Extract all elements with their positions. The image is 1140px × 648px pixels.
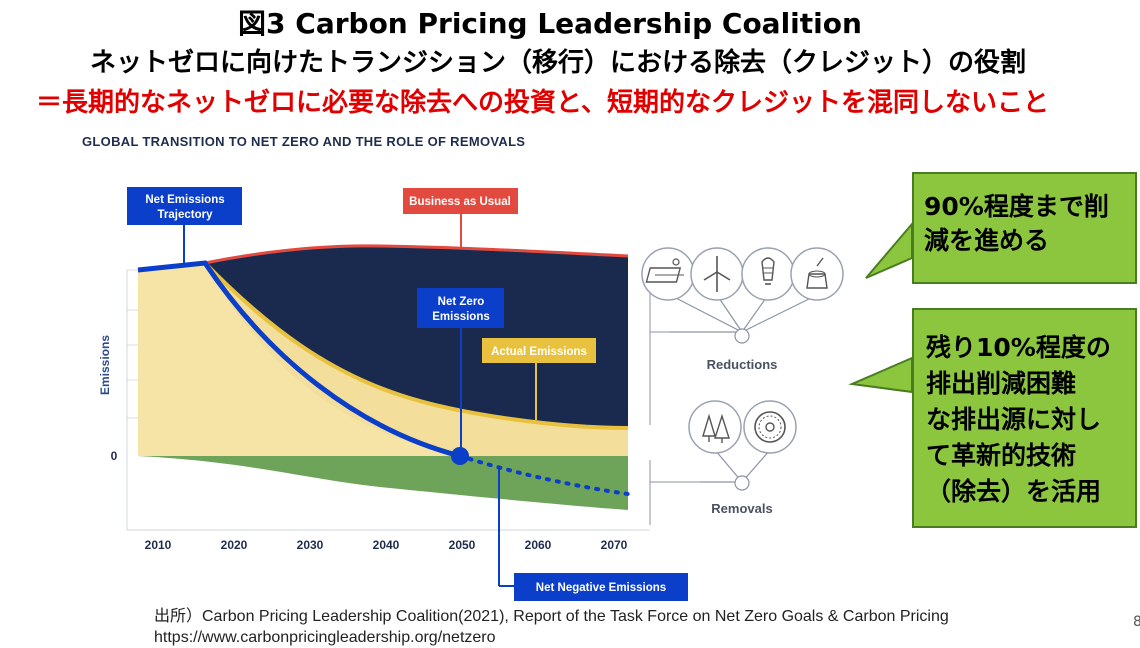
net-negative-emissions-label: Net Negative Emissions: [514, 573, 688, 601]
reductions-label: Reductions: [707, 357, 778, 372]
zero-tick-label: 0: [111, 449, 118, 463]
x-tick-2030: 2030: [297, 538, 324, 552]
removals-label: Removals: [711, 501, 772, 516]
removals-callout-line-3: な排出源に対し: [926, 402, 1127, 438]
label-trajectory-2: Trajectory: [158, 209, 214, 221]
business-as-usual-label: Business as Usual: [403, 188, 518, 214]
removals-callout-line-1: 残り10%程度の: [926, 330, 1127, 366]
x-tick-labels: 2010 2020 2030 2040 2050 2060 2070: [145, 538, 628, 552]
wind-turbine-icon: [691, 248, 743, 300]
x-tick-2040: 2040: [373, 538, 400, 552]
callout-pointer-removals: [852, 358, 912, 392]
removals-callout-line-2: 排出削減困難: [926, 366, 1127, 402]
y-axis-label: Emissions: [98, 335, 112, 395]
label-net-zero-2: Emissions: [432, 311, 490, 323]
label-trajectory-1: Net Emissions: [145, 194, 224, 206]
removals-callout-line-5: （除去）を活用: [926, 474, 1127, 510]
label-net-negative: Net Negative Emissions: [536, 582, 666, 594]
removals-area: [138, 456, 628, 510]
callout-pointer-reductions: [866, 224, 912, 278]
x-tick-2050: 2050: [449, 538, 476, 552]
removals-network: [700, 450, 770, 490]
label-actual: Actual Emissions: [491, 346, 587, 358]
removals-callout-line-4: て革新的技術: [926, 438, 1127, 474]
source-citation: 出所）Carbon Pricing Leadership Coalition(2…: [154, 606, 949, 648]
reductions-network: [670, 295, 817, 343]
source-url[interactable]: https://www.carbonpricingleadership.org/…: [154, 627, 949, 648]
x-tick-2010: 2010: [145, 538, 172, 552]
net-emissions-trajectory-label: Net Emissions Trajectory: [127, 187, 242, 225]
x-tick-2020: 2020: [221, 538, 248, 552]
turbine-fan-icon: [744, 401, 796, 453]
light-bulb-icon: [742, 248, 794, 300]
x-tick-2070: 2070: [601, 538, 628, 552]
forest-icon: [689, 401, 741, 453]
label-net-zero-1: Net Zero: [438, 296, 485, 308]
x-tick-2060: 2060: [525, 538, 552, 552]
removals-callout: 残り10%程度の 排出削減困難 な排出源に対し て革新的技術 （除去）を活用: [912, 308, 1137, 528]
page-number: 8: [1133, 614, 1140, 630]
reductions-callout-line-2: 減を進める: [924, 224, 1125, 258]
actual-emissions-label: Actual Emissions: [482, 338, 596, 363]
net-zero-emissions-label: Net Zero Emissions: [417, 288, 504, 328]
reductions-callout-line-1: 90%程度まで削: [924, 190, 1125, 224]
reductions-callout: 90%程度まで削 減を進める: [912, 172, 1137, 284]
grid-lines: [127, 270, 138, 418]
label-bau: Business as Usual: [409, 196, 511, 208]
source-line-1: 出所）Carbon Pricing Leadership Coalition(2…: [154, 606, 949, 627]
tree-stump-icon: [791, 248, 843, 300]
solar-panel-icon: [642, 248, 694, 300]
